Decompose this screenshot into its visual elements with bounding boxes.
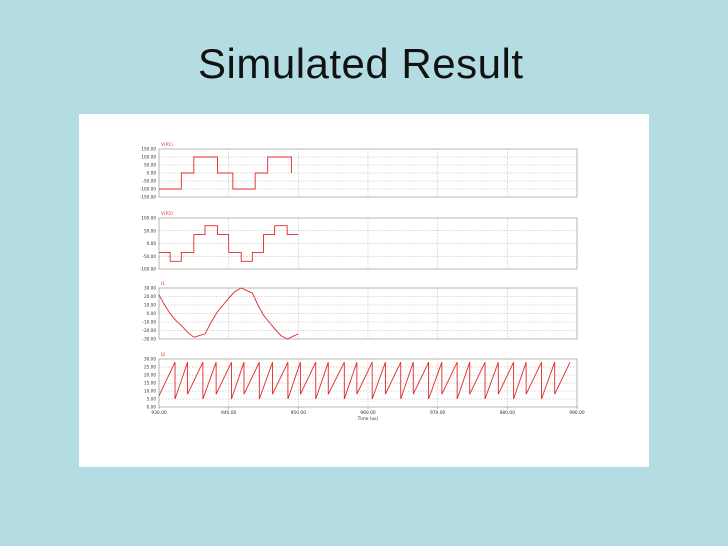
y-tick-label: -20.00 <box>143 328 157 333</box>
x-tick-label: 950.00 <box>291 410 307 416</box>
y-tick-label: -30.00 <box>143 337 157 342</box>
y-tick-label: 20.00 <box>144 373 156 378</box>
waveform-1 <box>159 156 292 190</box>
slide-title: Simulated Result <box>198 40 524 87</box>
series-label-3: I1 <box>161 281 165 287</box>
y-tick-label: 0.00 <box>147 405 157 410</box>
x-tick-label: 960.00 <box>360 410 376 416</box>
y-tick-label: 20.00 <box>144 294 156 299</box>
x-tick-label: 990.00 <box>569 410 585 416</box>
series-label-4: I2 <box>161 352 165 358</box>
y-tick-label: 15.00 <box>144 381 156 386</box>
y-tick-label: 5.00 <box>147 397 157 402</box>
y-tick-label: 50.00 <box>144 163 156 168</box>
y-tick-label: 10.00 <box>144 303 156 308</box>
y-tick-label: 30.00 <box>144 286 156 291</box>
y-tick-label: -50.00 <box>143 179 157 184</box>
waveform-plots: 150.00 100.00 50.00 0.00 -50.00 -100.00 -150.0… <box>140 142 585 422</box>
y-tick-label: -150.00 <box>140 195 156 200</box>
y-tick-label: -10.00 <box>143 320 157 325</box>
y-tick-label: -50.00 <box>143 254 157 259</box>
simulation-figure: 150.00 100.00 50.00 0.00 -50.00 -100.00 -150.0… <box>79 114 649 467</box>
x-tick-label: 970.00 <box>430 410 446 416</box>
series-label-2: V(P2) <box>161 211 173 217</box>
y-tick-label: 150.00 <box>141 147 156 152</box>
waveform-4 <box>158 361 571 400</box>
y-tick-label: 30.00 <box>144 357 156 362</box>
x-tick-label: 980.00 <box>500 410 516 416</box>
y-tick-label: 100.00 <box>141 216 156 221</box>
waveform-2 <box>159 225 299 262</box>
y-tick-label: -100.00 <box>140 267 156 272</box>
y-tick-label: 10.00 <box>144 389 156 394</box>
y-tick-label: 50.00 <box>144 228 156 233</box>
series-label-1: V(P1) <box>161 142 173 148</box>
y-tick-label: 0.00 <box>147 241 157 246</box>
waveform-3 <box>158 287 299 340</box>
x-axis-label: Time (us) <box>357 416 379 422</box>
x-tick-label: 930.00 <box>151 410 167 416</box>
y-tick-label: 0.00 <box>147 311 157 316</box>
x-tick-label: 940.00 <box>221 410 237 416</box>
y-tick-label: 100.00 <box>141 155 156 160</box>
y-tick-label: -100.00 <box>140 187 156 192</box>
y-tick-label: 0.00 <box>147 171 157 176</box>
y-tick-label: 25.00 <box>144 365 156 370</box>
